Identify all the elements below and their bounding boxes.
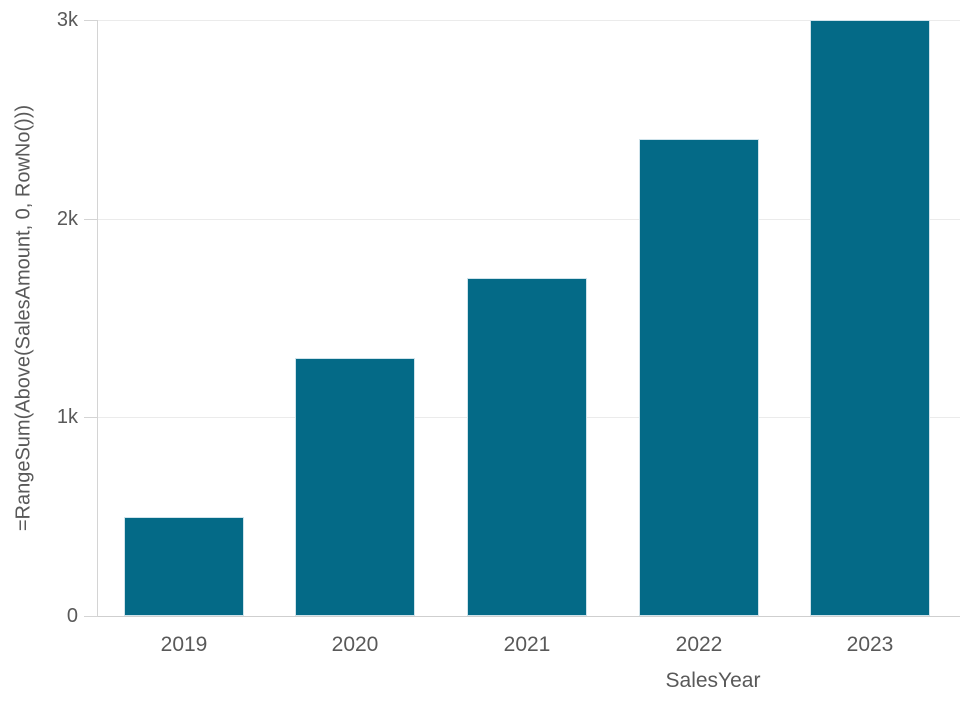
y-axis-title: =RangeSum(Above(SalesAmount, 0, RowNo())… [12,104,35,532]
gridline-2k [98,219,960,220]
gridline-3k [98,20,960,21]
bar-2019[interactable] [124,517,244,616]
bar-2020[interactable] [295,358,415,616]
y-tick-label-3k: 3k [56,9,78,31]
y-tick-1k [84,417,98,418]
x-tick-label-2020: 2020 [331,633,379,656]
y-tick-label-0: 0 [66,605,78,627]
x-tick-label-2022: 2022 [675,633,723,656]
bar-2023[interactable] [810,20,930,616]
x-axis-title: SalesYear [665,669,761,692]
x-tick-label-2021: 2021 [503,633,551,656]
y-tick-3k [84,20,98,21]
y-tick-label-2k: 2k [56,208,78,230]
bar-2021[interactable] [467,278,587,616]
y-tick-label-1k: 1k [56,406,78,428]
x-axis-line [97,616,960,617]
bar-2022[interactable] [639,139,759,616]
x-tick-label-2019: 2019 [160,633,208,656]
y-tick-0 [84,616,98,617]
y-tick-2k [84,219,98,220]
plot-area [98,20,960,616]
y-axis-line [97,20,98,617]
x-tick-label-2023: 2023 [846,633,894,656]
